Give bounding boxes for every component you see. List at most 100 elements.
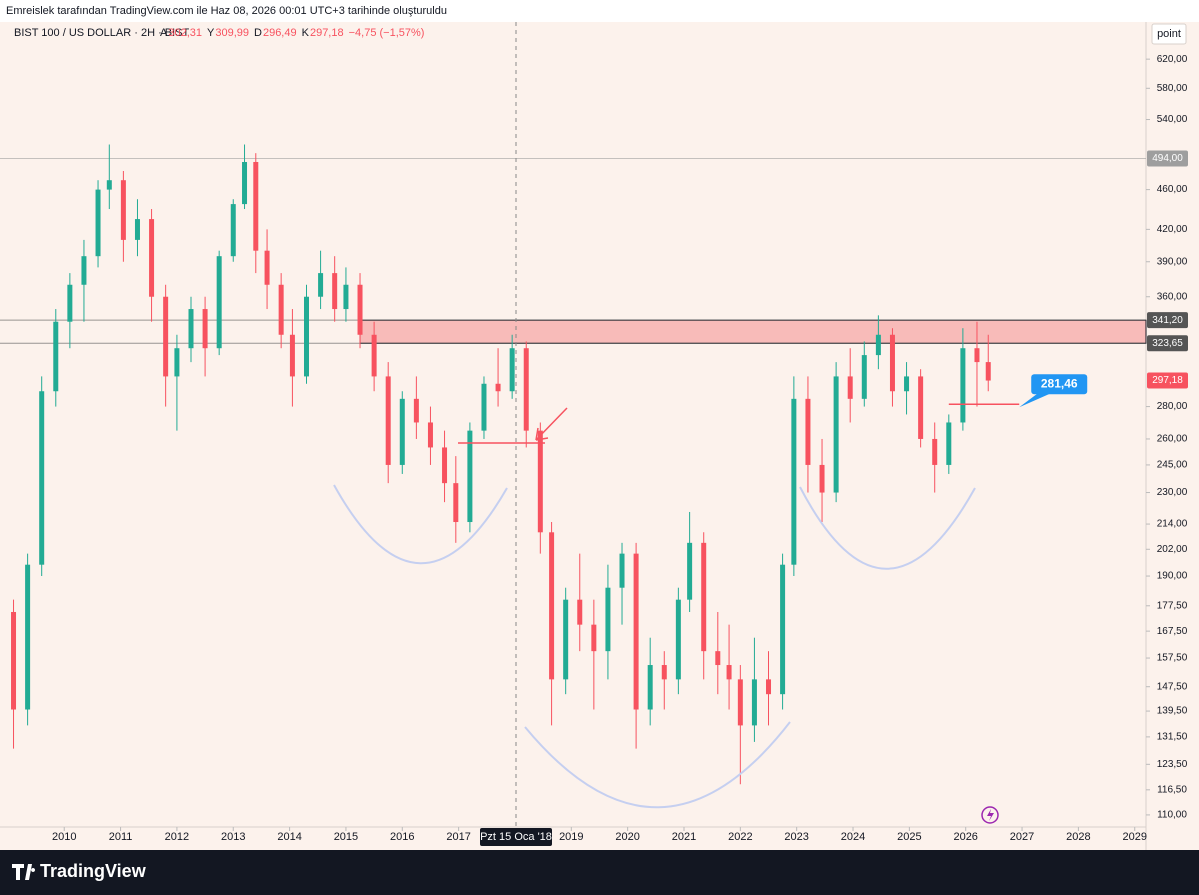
attribution: Emreislek tarafından TradingView.com ile… (6, 5, 447, 17)
y-tick-label: 167,50 (1157, 626, 1188, 637)
candle-body (278, 284, 284, 335)
y-tick-label: 280,00 (1157, 401, 1188, 412)
target-callout-pointer (1019, 392, 1054, 408)
x-tick-label: 2014 (277, 831, 301, 843)
y-tick-label: 245,00 (1157, 460, 1188, 471)
y-tick-label: 580,00 (1157, 83, 1188, 94)
y-tick-label: 131,50 (1157, 732, 1188, 743)
candle-body (591, 624, 597, 652)
x-tick-label: 2022 (728, 831, 752, 843)
candle-body (149, 219, 155, 297)
price-tag-label: 494,00 (1152, 153, 1183, 164)
brand: TradingView (40, 861, 147, 881)
candle-body (549, 532, 555, 680)
candle-body (481, 383, 487, 431)
candle-body (819, 464, 825, 493)
crosshair-label: Pzt 15 Oca '18 (480, 831, 552, 843)
legend-key: K (302, 27, 310, 39)
x-tick-label: 2024 (841, 831, 865, 843)
x-tick-label: 2010 (52, 831, 76, 843)
candle-body (442, 447, 448, 484)
brand-logo (12, 864, 36, 880)
unit-box[interactable] (1151, 23, 1187, 45)
price-tag (1147, 312, 1188, 329)
legend-value: 302,31 (168, 27, 202, 39)
y-tick-label: 214,00 (1157, 519, 1188, 530)
y-tick-label: 420,00 (1157, 224, 1188, 235)
candle-body (918, 376, 924, 439)
candle-body (726, 665, 732, 680)
candle-body (81, 256, 87, 285)
candle-body (537, 430, 543, 533)
candle-body (39, 391, 45, 565)
candle-body (904, 376, 910, 392)
price-tag-label: 297,18 (1152, 375, 1183, 386)
x-tick-label: 2025 (897, 831, 921, 843)
candle-body (95, 189, 101, 257)
candle-body (701, 542, 707, 652)
x-tick-label: 2015 (334, 831, 358, 843)
price-tag (1147, 150, 1188, 167)
candle-body (577, 599, 583, 625)
candle-body (53, 321, 59, 392)
x-tick-label: 2020 (615, 831, 639, 843)
candle-body (661, 665, 667, 680)
candle-body (523, 348, 529, 431)
candle-body (188, 309, 194, 349)
candle-body (932, 438, 938, 465)
candle-body (974, 348, 980, 363)
crosshair-label-bg (480, 828, 552, 846)
candle-body (25, 564, 31, 710)
candle-body (357, 284, 363, 335)
y-tick-label: 139,50 (1157, 706, 1188, 717)
legend-value: 296,49 (263, 27, 297, 39)
candle-body (134, 219, 140, 240)
candle-body (264, 250, 270, 285)
y-tick-label: 360,00 (1157, 291, 1188, 302)
y-tick-label: 460,00 (1157, 184, 1188, 195)
candle-body (371, 334, 377, 377)
y-tick-label: 260,00 (1157, 434, 1188, 445)
y-tick-label: 110,00 (1157, 810, 1187, 821)
x-tick-label: 2017 (446, 831, 470, 843)
candle-body (242, 161, 248, 205)
candle-body (875, 334, 881, 356)
candle-body (687, 542, 693, 600)
alert-icon-bolt (987, 809, 994, 821)
legend-change: −4,75 (−1,57%) (349, 27, 425, 39)
y-tick-label: 202,00 (1157, 544, 1188, 555)
x-tick-label: 2023 (784, 831, 808, 843)
plot-bg (0, 22, 1199, 850)
x-tick-label: 2026 (953, 831, 977, 843)
alert-icon[interactable] (981, 806, 999, 824)
candle-body (647, 665, 653, 710)
candle-body (889, 334, 895, 392)
candle-body (791, 398, 797, 565)
arc-drawing (799, 486, 976, 570)
y-tick-label: 390,00 (1157, 256, 1188, 267)
legend-value: 297,18 (310, 27, 344, 39)
price-tag (1147, 335, 1188, 352)
candle-body (619, 553, 625, 588)
y-tick-label: 177,50 (1157, 600, 1188, 611)
candle-body (833, 376, 839, 493)
price-tag-label: 341,20 (1152, 315, 1183, 326)
candle-body (163, 296, 169, 377)
candle-body (453, 483, 459, 523)
candle-body (399, 398, 405, 465)
legend-key: D (254, 27, 262, 39)
candle-body (120, 180, 126, 240)
candle-body (343, 284, 349, 310)
candle-body (413, 398, 419, 423)
x-tick-label: 2011 (109, 831, 133, 843)
header-bg (0, 0, 1199, 22)
x-tick-label: 2027 (1010, 831, 1034, 843)
y-tick-label: 540,00 (1157, 114, 1188, 125)
candle-body (946, 422, 952, 465)
candle-body (675, 599, 681, 680)
x-tick-label: 2028 (1066, 831, 1090, 843)
y-tick-label: 147,50 (1157, 681, 1188, 692)
y-tick-label: 116,50 (1157, 784, 1187, 795)
